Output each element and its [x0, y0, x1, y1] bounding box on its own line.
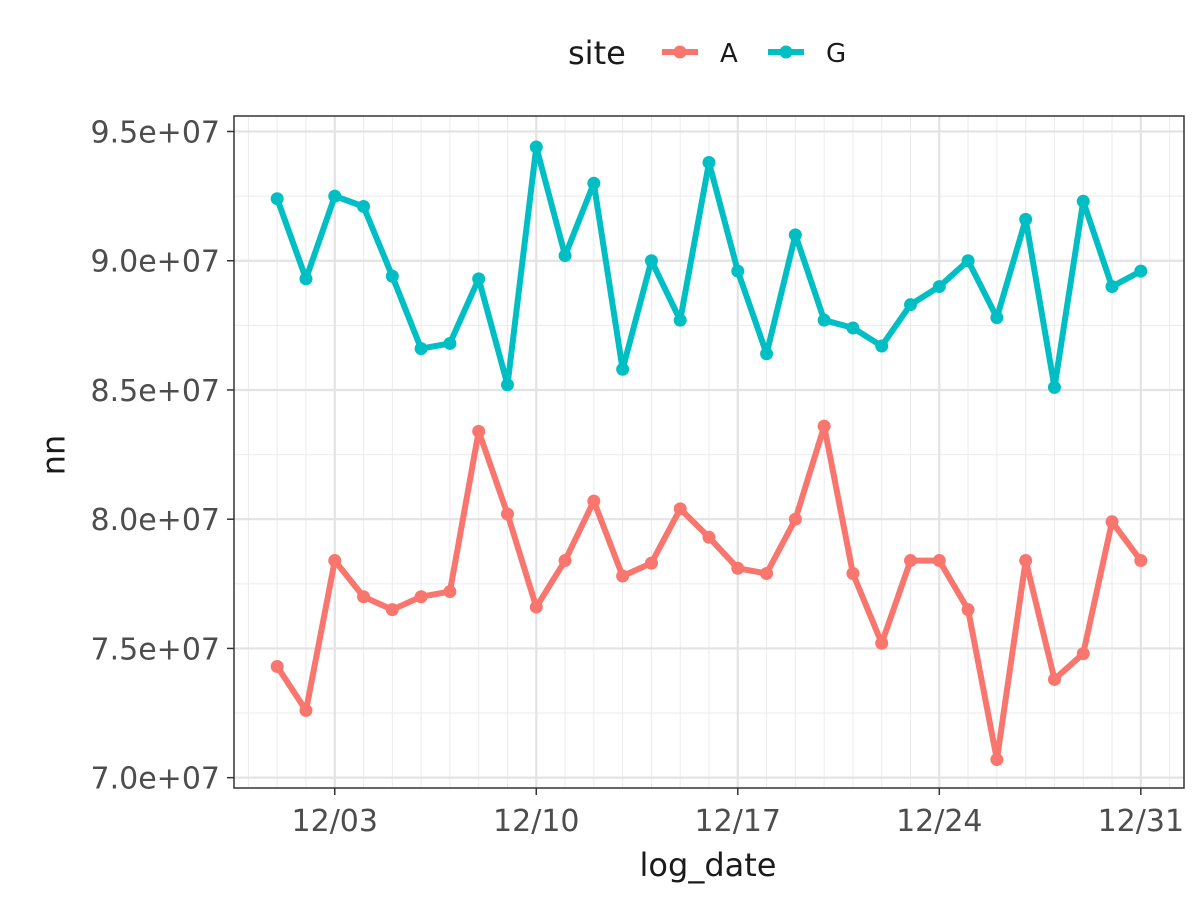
x-tick-label: 12/31 [1098, 804, 1184, 839]
series-A [270, 419, 1148, 767]
legend-item-G: G [768, 39, 846, 69]
data-point-A [1105, 515, 1119, 529]
y-tick-label: 9.0e+07 [91, 245, 220, 280]
data-point-A [817, 419, 831, 433]
x-axis: 12/03 12/10 12/17 12/24 12/31 [292, 788, 1184, 839]
data-point-G [385, 269, 399, 283]
data-point-G [1134, 264, 1148, 278]
x-axis-title: log_date [640, 846, 777, 884]
data-point-G [760, 347, 774, 361]
data-point-A [702, 530, 716, 544]
data-point-A [558, 554, 572, 568]
data-point-G [875, 339, 889, 353]
y-tick-label: 7.5e+07 [91, 632, 220, 667]
data-point-G [414, 342, 428, 356]
data-point-A [760, 566, 774, 580]
data-point-A [270, 660, 284, 674]
data-point-G [1105, 280, 1119, 294]
data-point-G [644, 254, 658, 268]
y-axis: 7.0e+07 7.5e+07 8.0e+07 8.5e+07 9.0e+07 9.5e+… [91, 116, 234, 797]
data-point-G [932, 280, 946, 294]
data-point-G [1019, 212, 1033, 226]
data-point-A [385, 603, 399, 617]
legend-key-point [673, 45, 687, 59]
data-point-A [357, 590, 371, 604]
legend: site A G [568, 34, 846, 72]
data-point-G [299, 272, 313, 286]
data-point-G [472, 272, 486, 286]
data-point-A [529, 600, 543, 614]
data-point-A [961, 603, 975, 617]
data-point-G [270, 192, 284, 206]
data-point-A [875, 636, 889, 650]
x-tick-label: 12/17 [695, 804, 781, 839]
data-point-A [1076, 647, 1090, 661]
data-point-G [1047, 380, 1061, 394]
data-point-G [731, 264, 745, 278]
y-tick-label: 8.0e+07 [91, 503, 220, 538]
data-point-G [846, 321, 860, 335]
y-tick-label: 8.5e+07 [91, 374, 220, 409]
data-point-A [731, 561, 745, 575]
grid-major [234, 116, 1184, 788]
legend-item-A: A [662, 39, 738, 69]
legend-title: site [568, 34, 626, 72]
legend-key-point [779, 45, 793, 59]
data-point-A [616, 569, 630, 583]
data-point-A [932, 554, 946, 568]
data-point-G [904, 298, 918, 312]
data-point-G [443, 336, 457, 350]
data-point-A [472, 424, 486, 438]
data-point-G [328, 189, 342, 203]
plot-border [233, 115, 1185, 789]
data-point-G [587, 176, 601, 190]
data-point-A [1134, 554, 1148, 568]
data-point-G [529, 140, 543, 154]
data-point-A [587, 494, 601, 508]
x-tick-label: 12/03 [292, 804, 378, 839]
data-point-G [961, 254, 975, 268]
data-point-G [616, 362, 630, 376]
data-point-A [644, 556, 658, 570]
data-point-A [1019, 554, 1033, 568]
data-point-G [1076, 194, 1090, 208]
data-point-A [1047, 672, 1061, 686]
x-tick-label: 12/24 [896, 804, 982, 839]
data-point-G [357, 199, 371, 213]
data-point-G [702, 156, 716, 170]
data-point-G [673, 313, 687, 327]
data-point-G [558, 249, 572, 263]
data-point-A [414, 590, 428, 604]
data-point-A [299, 703, 313, 717]
data-point-G [500, 378, 514, 392]
series-G [270, 140, 1148, 394]
data-point-A [443, 585, 457, 599]
data-point-A [904, 554, 918, 568]
data-point-A [990, 753, 1004, 767]
y-tick-label: 9.5e+07 [91, 116, 220, 151]
x-tick-label: 12/10 [493, 804, 579, 839]
data-point-A [788, 512, 802, 526]
data-point-A [846, 566, 860, 580]
legend-label: G [826, 39, 846, 69]
data-point-A [328, 554, 342, 568]
legend-label: A [720, 39, 738, 69]
data-point-A [500, 507, 514, 521]
data-point-A [673, 502, 687, 516]
y-axis-title: uu [39, 435, 77, 476]
data-point-G [990, 311, 1004, 325]
data-point-G [817, 313, 831, 327]
y-tick-label: 7.0e+07 [91, 762, 220, 797]
series-layer [270, 140, 1148, 767]
data-point-G [788, 228, 802, 242]
